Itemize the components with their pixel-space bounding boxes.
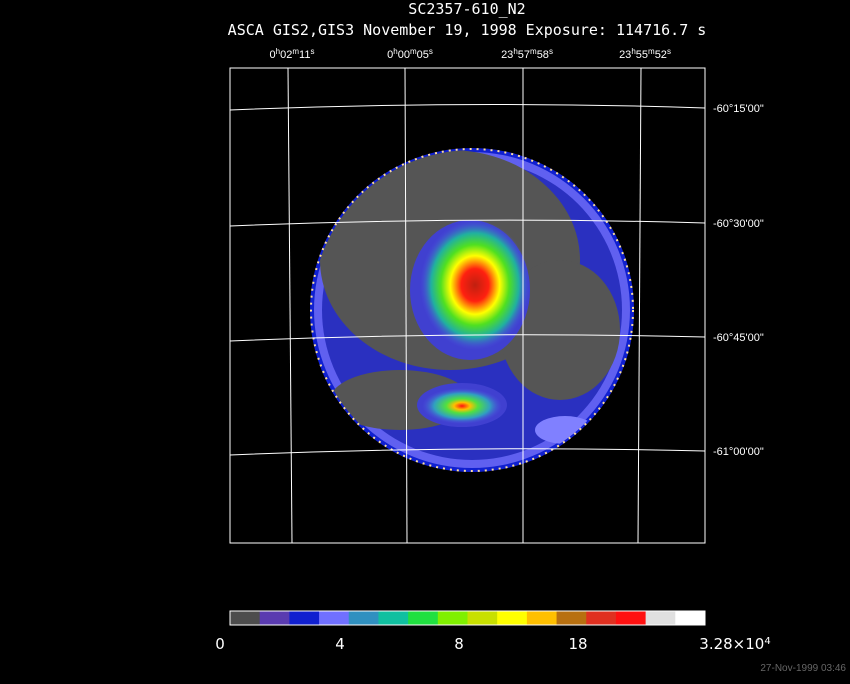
label-part: 3.28×10	[699, 635, 764, 653]
label-part: 23	[501, 49, 513, 61]
coordinate-grid	[229, 67, 706, 544]
label-part: 0	[387, 49, 393, 61]
label-part: 23	[619, 49, 631, 61]
colorbar-cell	[348, 611, 379, 625]
label-part: 4	[335, 635, 345, 653]
colorbar-cell	[556, 611, 587, 625]
colorbar-frame	[229, 610, 706, 626]
colorbar-label: 3.28×104	[699, 635, 770, 653]
label-part: 58	[537, 49, 549, 61]
image-disk	[310, 148, 634, 472]
label-part: 02	[280, 49, 292, 61]
superscript: h	[513, 47, 517, 56]
colorbar-cell	[289, 611, 320, 625]
subtitle: ASCA GIS2,GIS3 November 19, 1998 Exposur…	[228, 21, 707, 39]
superscript: s	[667, 47, 671, 56]
dec-label: -61°00'00"	[713, 446, 764, 458]
colorbar-label: 18	[568, 635, 587, 653]
label-part: 0	[215, 635, 225, 653]
ra-label: 23h55m52s	[619, 47, 671, 62]
colorbar-cell	[467, 611, 498, 625]
title: SC2357-610_N2	[408, 0, 525, 18]
dec-label: -60°30'00"	[713, 218, 764, 230]
superscript: h	[631, 47, 635, 56]
colorbar-label: 8	[454, 635, 464, 653]
colorbar-cell	[526, 611, 558, 625]
colorbar-cell	[319, 611, 350, 625]
colorbar-label: 4	[335, 635, 345, 653]
ra-label: 23h57m58s	[501, 47, 553, 62]
colorbar-cell	[437, 611, 468, 625]
superscript: h	[393, 47, 397, 56]
superscript: s	[549, 47, 553, 56]
superscript: m	[530, 47, 537, 56]
superscript: m	[292, 47, 299, 56]
colorbar-cell	[586, 611, 617, 625]
colorbar-cell	[408, 611, 439, 625]
label-part: 55	[636, 49, 648, 61]
superscript: h	[276, 47, 280, 56]
colorbar-cell	[675, 611, 706, 625]
colorbar-cell	[497, 611, 528, 625]
label-part: 57	[518, 49, 530, 61]
superscript: m	[648, 47, 655, 56]
label-part: 05	[417, 49, 429, 61]
superscript: m	[410, 47, 417, 56]
label-part: 8	[454, 635, 464, 653]
label-part: 11	[299, 49, 310, 61]
colorbar-cell	[259, 611, 290, 625]
superscript: s	[310, 47, 314, 56]
colorbar-cell	[378, 611, 409, 625]
colorbar-cell	[230, 611, 261, 625]
ra-label: 0h02m11s	[270, 47, 315, 62]
label-part: 52	[655, 49, 667, 61]
label-part: 00	[398, 49, 410, 61]
colorbar-label: 0	[215, 635, 225, 653]
dec-label: -60°15'00"	[713, 103, 764, 115]
colorbar-cell	[645, 611, 676, 625]
label-part: 0	[270, 49, 276, 61]
dec-label: -60°45'00"	[713, 332, 764, 344]
label-part: 18	[568, 635, 587, 653]
superscript: 4	[764, 636, 770, 647]
timestamp: 27-Nov-1999 03:46	[760, 663, 846, 674]
colorbar-cell	[615, 611, 647, 625]
ra-label: 0h00m05s	[387, 47, 433, 62]
superscript: s	[429, 47, 433, 56]
